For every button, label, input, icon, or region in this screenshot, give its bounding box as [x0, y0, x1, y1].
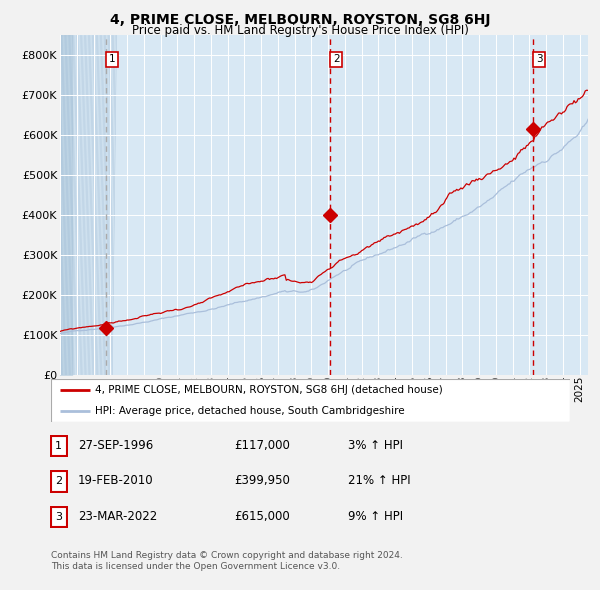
Text: 1: 1 — [55, 441, 62, 451]
Text: 4, PRIME CLOSE, MELBOURN, ROYSTON, SG8 6HJ (detached house): 4, PRIME CLOSE, MELBOURN, ROYSTON, SG8 6… — [95, 385, 443, 395]
Text: 9% ↑ HPI: 9% ↑ HPI — [348, 510, 403, 523]
Text: 3: 3 — [55, 512, 62, 522]
Text: HPI: Average price, detached house, South Cambridgeshire: HPI: Average price, detached house, Sout… — [95, 406, 405, 416]
Text: 21% ↑ HPI: 21% ↑ HPI — [348, 474, 410, 487]
Text: 1: 1 — [109, 54, 115, 64]
FancyBboxPatch shape — [50, 436, 67, 456]
Text: 2: 2 — [55, 477, 62, 486]
Text: £399,950: £399,950 — [234, 474, 290, 487]
Text: 23-MAR-2022: 23-MAR-2022 — [78, 510, 157, 523]
Text: Price paid vs. HM Land Registry's House Price Index (HPI): Price paid vs. HM Land Registry's House … — [131, 24, 469, 37]
FancyBboxPatch shape — [51, 379, 570, 422]
Text: £615,000: £615,000 — [234, 510, 290, 523]
Text: 3: 3 — [536, 54, 542, 64]
Text: 4, PRIME CLOSE, MELBOURN, ROYSTON, SG8 6HJ: 4, PRIME CLOSE, MELBOURN, ROYSTON, SG8 6… — [110, 13, 490, 27]
Text: 3% ↑ HPI: 3% ↑ HPI — [348, 439, 403, 452]
FancyBboxPatch shape — [50, 507, 67, 527]
Text: 19-FEB-2010: 19-FEB-2010 — [78, 474, 154, 487]
Text: 2: 2 — [333, 54, 340, 64]
Text: This data is licensed under the Open Government Licence v3.0.: This data is licensed under the Open Gov… — [51, 562, 340, 571]
Text: £117,000: £117,000 — [234, 439, 290, 452]
Text: Contains HM Land Registry data © Crown copyright and database right 2024.: Contains HM Land Registry data © Crown c… — [51, 552, 403, 560]
FancyBboxPatch shape — [50, 471, 67, 491]
Text: 27-SEP-1996: 27-SEP-1996 — [78, 439, 153, 452]
